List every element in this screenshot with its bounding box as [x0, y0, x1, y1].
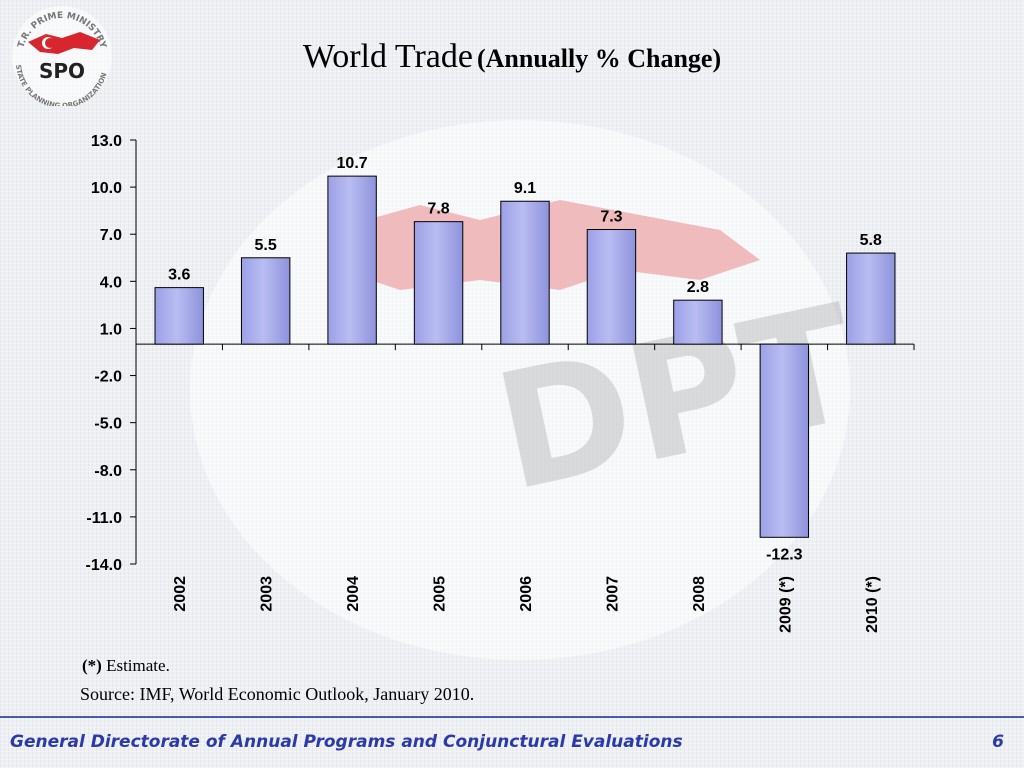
title-sub: (Annually % Change): [476, 44, 722, 73]
bar-chart: 13.0 10.0 7.0 4.0 1.0 -2.0 -5.0 -8.0 -11.0 -14.0 3…: [86, 133, 915, 633]
bar: [500, 200, 550, 345]
y-tick-label: -5.0: [94, 416, 122, 433]
x-category-label: 2003: [259, 576, 276, 612]
bar: [413, 221, 464, 345]
footer-divider: [0, 716, 1024, 718]
y-tick-label: 4.0: [100, 274, 122, 291]
x-category-label: 2002: [172, 576, 189, 612]
data-label: 7.8: [427, 201, 449, 218]
y-tick-label: 1.0: [100, 321, 122, 338]
estimate-marker: (*): [82, 656, 102, 675]
svg-text:SPO: SPO: [39, 59, 85, 83]
y-tick-label: -11.0: [86, 510, 122, 527]
bar: [673, 299, 723, 345]
bar: [846, 252, 896, 345]
bar: [154, 287, 204, 345]
estimate-period: .: [165, 656, 170, 675]
title-main: World Trade: [302, 38, 473, 75]
data-label: 5.8: [860, 232, 882, 249]
data-label: 10.7: [337, 155, 368, 172]
bar: [327, 175, 377, 345]
bar: [240, 257, 291, 345]
data-label: 7.3: [600, 209, 622, 226]
y-tick-label: -14.0: [86, 557, 123, 574]
y-tick-label: 7.0: [100, 227, 122, 244]
estimate-text: Estimate: [106, 656, 166, 675]
slide-title: World Trade (Annually % Change): [0, 38, 1024, 76]
y-tick-label: -8.0: [94, 463, 122, 480]
data-label: 3.6: [168, 267, 190, 284]
x-category-label: 2004: [345, 576, 362, 612]
y-tick-label: 13.0: [91, 133, 122, 150]
x-category-label: 2006: [518, 576, 535, 612]
y-tick-label: -2.0: [94, 369, 122, 386]
page-number: 6: [992, 732, 1004, 752]
data-label: 2.8: [687, 279, 709, 296]
x-category-label: 2009 (*): [777, 576, 794, 633]
data-label: 9.1: [514, 180, 536, 197]
spo-logo: T.R. PRIME MINISTRY STATE PLANNING ORGAN…: [12, 6, 112, 106]
x-category-label: 2010 (*): [864, 576, 881, 633]
data-label: -12.3: [766, 546, 803, 563]
estimate-note: (*) Estimate.: [82, 656, 170, 676]
bar: [759, 343, 810, 538]
x-category-label: 2005: [432, 576, 449, 612]
x-category-label: 2008: [691, 576, 708, 612]
x-category-label: 2007: [604, 576, 621, 612]
source-note: Source: IMF, World Economic Outlook, Jan…: [80, 684, 475, 704]
bar: [586, 229, 637, 345]
data-label: 5.5: [255, 237, 277, 254]
y-tick-label: 10.0: [91, 180, 122, 197]
footer-org: General Directorate of Annual Programs a…: [10, 732, 683, 752]
